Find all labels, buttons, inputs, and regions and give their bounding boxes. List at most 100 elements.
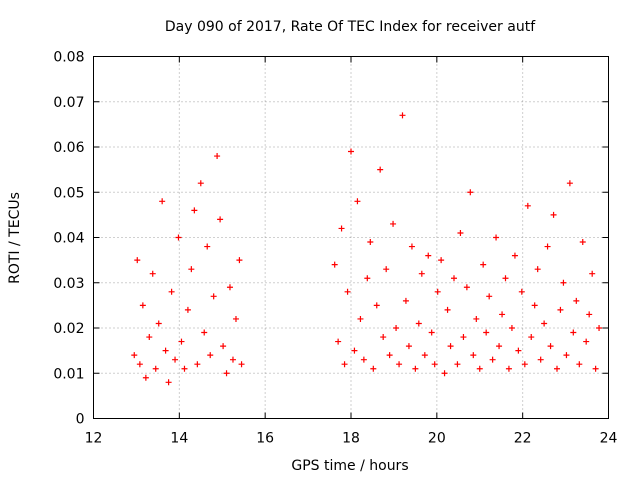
data-point <box>531 302 538 309</box>
data-point <box>444 306 451 313</box>
data-point <box>155 320 162 327</box>
data-point <box>457 229 464 236</box>
data-point <box>351 347 358 354</box>
data-point <box>528 334 535 341</box>
data-point <box>496 343 503 350</box>
x-tick-label: 16 <box>256 431 274 447</box>
data-point <box>335 338 342 345</box>
y-tick-label: 0.03 <box>53 276 84 292</box>
data-point <box>393 325 400 331</box>
data-point <box>184 306 191 313</box>
data-point <box>592 365 599 372</box>
data-point <box>217 216 224 223</box>
data-point <box>438 257 445 264</box>
data-point <box>505 365 512 372</box>
data-point <box>579 239 586 246</box>
data-point <box>136 361 143 368</box>
data-point <box>172 356 179 363</box>
points-layer <box>131 112 603 386</box>
data-point <box>377 166 384 173</box>
data-point <box>596 325 603 331</box>
data-point <box>576 361 583 368</box>
data-point <box>178 338 185 345</box>
y-tick-label: 0 <box>76 412 85 428</box>
data-point <box>396 361 403 368</box>
data-point <box>499 311 506 318</box>
data-point <box>534 266 541 273</box>
data-point <box>511 252 518 259</box>
y-tick-label: 0.07 <box>53 95 84 111</box>
data-point <box>168 288 175 295</box>
data-point <box>194 361 201 368</box>
data-point <box>589 270 596 277</box>
data-point <box>550 211 557 218</box>
data-point <box>229 356 236 363</box>
data-point <box>425 252 432 259</box>
data-point <box>402 297 409 304</box>
data-point <box>583 338 590 345</box>
data-point <box>360 356 367 363</box>
data-point <box>367 239 374 246</box>
data-point <box>489 356 496 363</box>
data-point <box>204 243 211 250</box>
data-point <box>441 370 448 377</box>
data-point <box>201 329 208 336</box>
data-point <box>467 189 474 196</box>
data-point <box>207 352 214 359</box>
x-axis-label: GPS time / hours <box>291 458 408 474</box>
data-point <box>210 293 217 300</box>
data-point <box>463 284 470 291</box>
data-point <box>348 148 354 155</box>
data-point <box>557 306 564 313</box>
data-point <box>405 343 412 350</box>
data-point <box>431 361 438 368</box>
data-point <box>524 202 531 209</box>
data-point <box>476 365 483 372</box>
data-point <box>165 379 172 386</box>
data-point <box>139 302 146 309</box>
data-point <box>380 334 387 341</box>
y-axis-label: ROTI / TECUs <box>7 192 23 284</box>
data-point <box>226 284 233 291</box>
data-point <box>460 334 467 341</box>
data-point <box>515 347 522 354</box>
y-tick-label: 0.06 <box>53 140 84 156</box>
data-point <box>544 243 551 250</box>
data-point <box>434 288 441 295</box>
data-point <box>134 257 141 264</box>
data-point <box>181 365 188 372</box>
data-point <box>521 361 528 368</box>
data-point <box>566 180 573 187</box>
data-point <box>370 365 377 372</box>
data-point <box>451 275 457 282</box>
grid-layer <box>93 56 609 419</box>
data-point <box>223 370 230 377</box>
data-point <box>428 329 435 336</box>
x-tick-label: 14 <box>170 431 188 447</box>
y-tick-label: 0.01 <box>53 366 84 382</box>
data-point <box>188 266 195 273</box>
data-point <box>502 275 509 282</box>
data-point <box>570 329 577 336</box>
data-point <box>232 315 239 322</box>
y-tick-label: 0.08 <box>53 50 84 66</box>
x-tick-label: 18 <box>342 431 360 447</box>
data-point <box>537 356 544 363</box>
tick-layer: 12 14 16 18 20 22 24 0 0.01 0.02 0.03 0.04 0.05 0.06 0… <box>53 50 617 447</box>
data-point <box>470 352 477 359</box>
x-tick-label: 22 <box>514 431 532 447</box>
data-point <box>214 153 221 160</box>
data-point <box>518 288 525 295</box>
data-point <box>191 207 198 214</box>
data-point <box>341 361 348 368</box>
data-point <box>541 320 548 327</box>
data-point <box>357 315 364 322</box>
data-point <box>547 343 554 350</box>
data-point <box>563 352 570 359</box>
data-point <box>473 315 480 322</box>
data-point <box>175 234 182 241</box>
data-point <box>508 325 515 331</box>
data-point <box>338 225 345 232</box>
data-point <box>483 329 490 336</box>
data-point <box>421 352 428 359</box>
